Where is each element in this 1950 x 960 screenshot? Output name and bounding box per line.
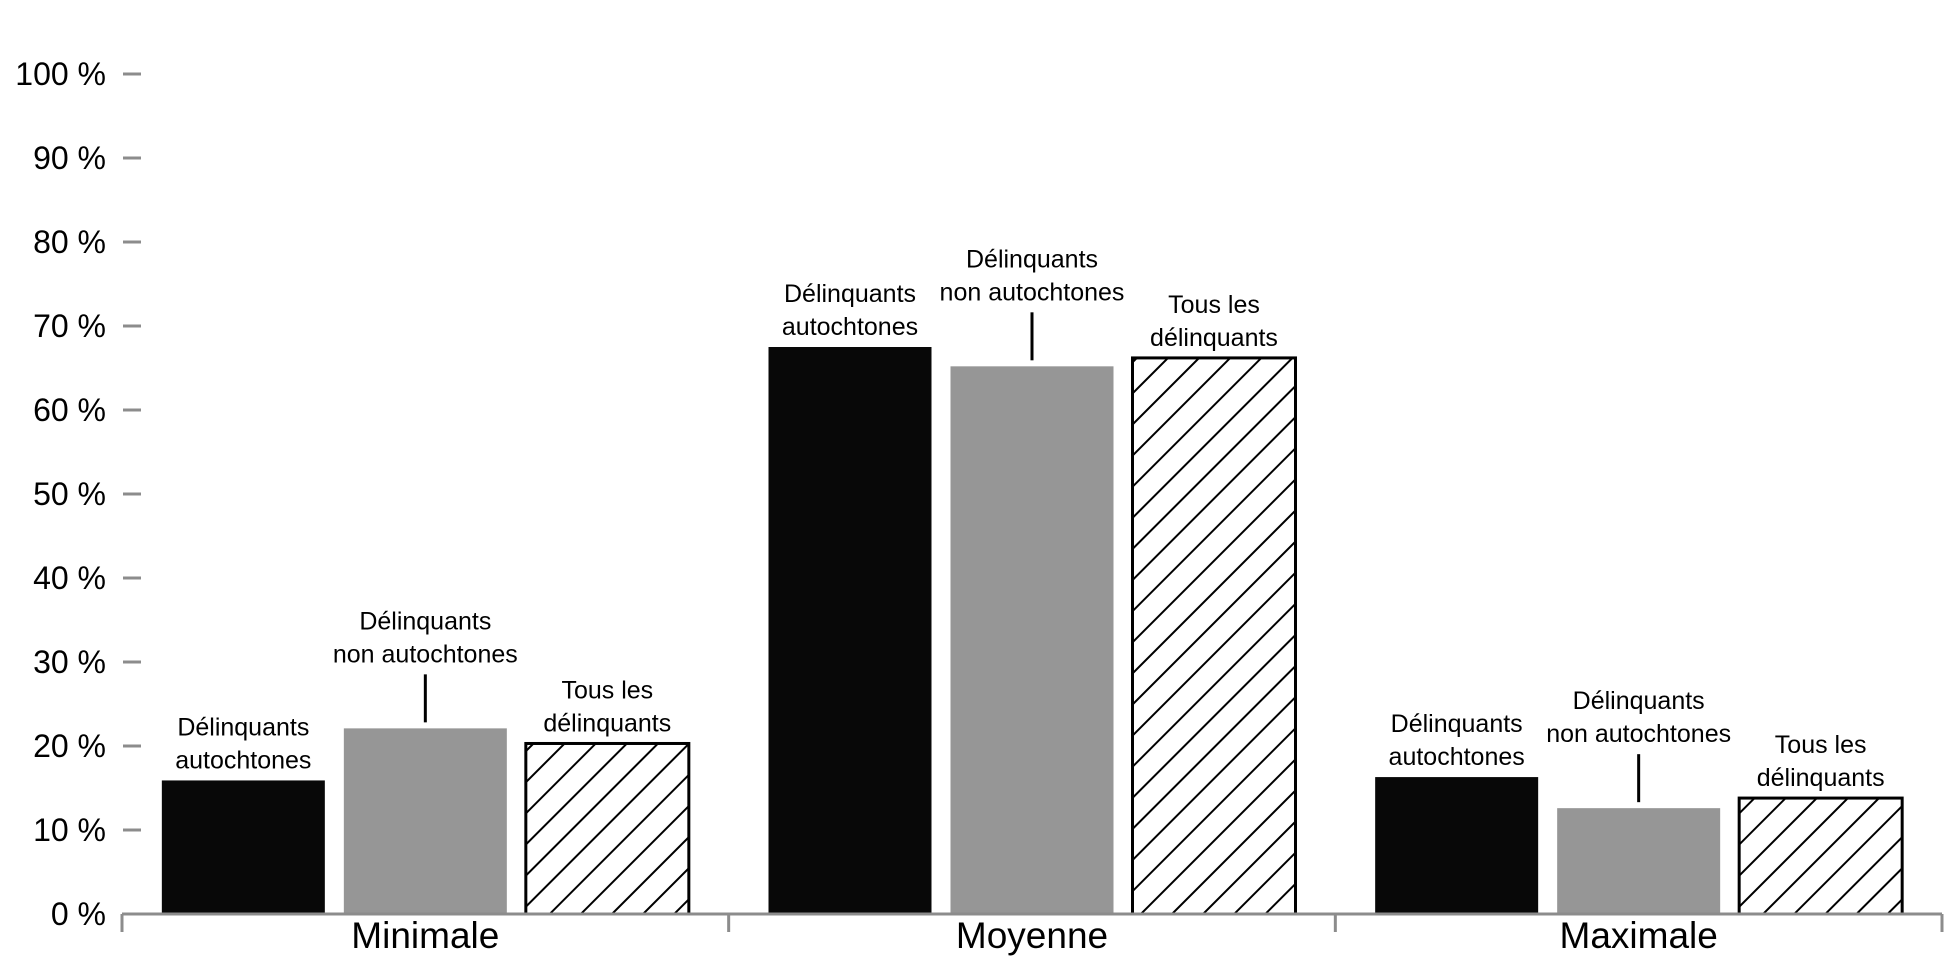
bar-data-label: Délinquants	[1573, 687, 1705, 715]
bar-data-label: Délinquants	[1391, 710, 1523, 738]
bar-labels: Délinquants autochtones Délinquants non aut…	[175, 245, 1885, 803]
bar	[1737, 796, 1904, 916]
bar-data-label: autochtones	[175, 746, 311, 774]
y-tick-label: 70 %	[33, 308, 106, 344]
y-tick-label: 40 %	[33, 560, 106, 596]
bar	[524, 741, 691, 916]
bar	[768, 347, 932, 914]
bar-data-label: autochtones	[782, 313, 918, 341]
y-tick-label: 20 %	[33, 728, 106, 764]
bar-data-label: non autochtones	[333, 640, 518, 668]
y-tick-label: 50 %	[33, 476, 106, 512]
bar-data-label: Tous les	[1168, 291, 1260, 319]
y-axis: 0 % 10 % 20 % 30 % 40 % 50 % 60 % 70 % 80 % 90 % 1…	[15, 56, 141, 932]
bar	[343, 728, 507, 914]
y-tick-label: 90 %	[33, 140, 106, 176]
bar-data-label: non autochtones	[1546, 720, 1731, 748]
bar	[1375, 777, 1539, 914]
bars	[161, 347, 1904, 916]
x-axis: Minimale Moyenne Maximale	[120, 912, 1944, 956]
bar-data-label: Délinquants	[966, 245, 1098, 273]
bar	[950, 366, 1114, 914]
bar-data-label: Tous les	[1775, 731, 1867, 759]
bar-data-label: délinquants	[1150, 324, 1278, 352]
y-tick-label: 10 %	[33, 812, 106, 848]
bar-data-label: Délinquants	[784, 280, 916, 308]
y-tick-label: 30 %	[33, 644, 106, 680]
bar-data-label: Délinquants	[177, 713, 309, 741]
bar	[1557, 808, 1721, 914]
y-tick-label: 0 %	[51, 896, 106, 932]
y-tick-label: 80 %	[33, 224, 106, 260]
bar-data-label: délinquants	[1757, 764, 1885, 792]
bar	[161, 780, 325, 914]
y-tick-label: 60 %	[33, 392, 106, 428]
bar-data-label: autochtones	[1389, 743, 1525, 771]
x-category-label: Minimale	[351, 915, 499, 956]
bar-data-label: non autochtones	[940, 278, 1125, 306]
y-tick-label: 100 %	[15, 56, 106, 92]
x-category-label: Maximale	[1560, 915, 1718, 956]
x-category-label: Moyenne	[956, 915, 1108, 956]
bar-data-label: Délinquants	[359, 607, 491, 635]
bar	[1131, 356, 1297, 916]
bar-data-label: Tous les	[561, 676, 653, 704]
bar-data-label: délinquants	[543, 709, 671, 737]
